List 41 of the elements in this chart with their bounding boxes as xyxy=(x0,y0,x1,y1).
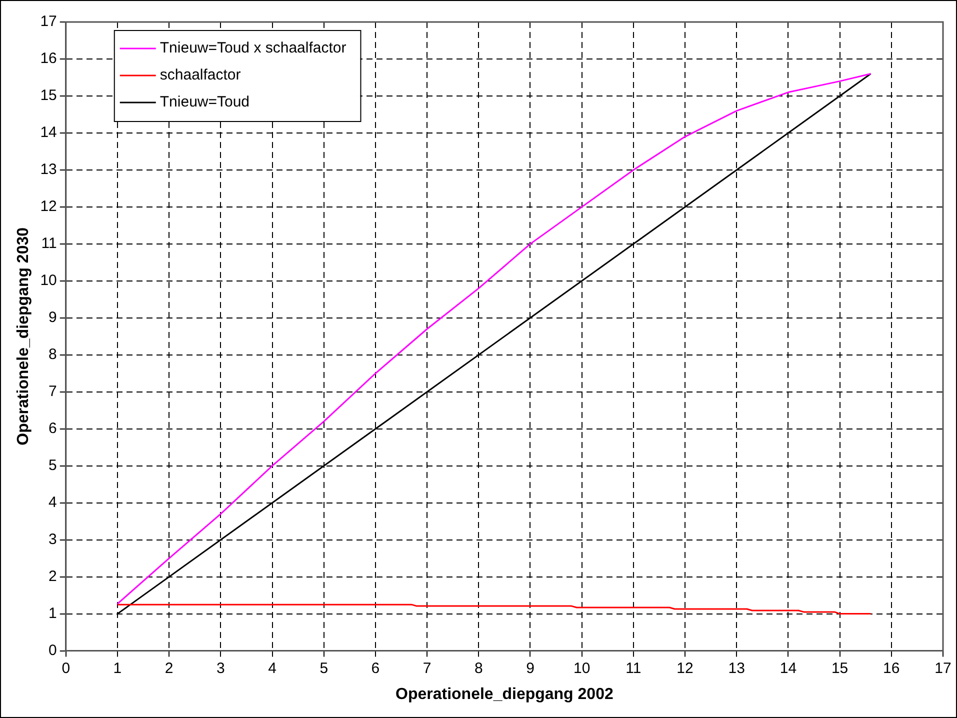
y-tick-label: 11 xyxy=(41,235,57,252)
y-tick-label: 8 xyxy=(48,346,57,364)
x-tick-label: 9 xyxy=(526,660,534,677)
x-tick-label: 14 xyxy=(780,660,797,677)
y-tick-label: 1 xyxy=(48,604,57,622)
x-tick-label: 0 xyxy=(62,660,70,677)
y-tick-label: 3 xyxy=(48,530,57,548)
x-tick-label: 7 xyxy=(422,660,432,677)
y-tick-label: 17 xyxy=(40,13,57,30)
x-tick-label: 4 xyxy=(268,660,276,677)
y-tick-label: 4 xyxy=(48,494,57,511)
y-tick-label: 5 xyxy=(48,457,57,474)
x-tick-label: 15 xyxy=(831,660,848,677)
y-axis-title: Operationele_diepgang 2030 xyxy=(15,227,32,446)
y-tick-label: 13 xyxy=(40,161,57,178)
x-tick-label: 12 xyxy=(676,660,694,677)
x-tick-label: 13 xyxy=(728,660,745,677)
x-tick-label: 2 xyxy=(164,660,174,677)
y-tick-label: 0 xyxy=(48,642,57,659)
y-tick-label: 16 xyxy=(40,50,57,68)
x-tick-label: 17 xyxy=(934,660,952,677)
legend-label: Tnieuw=Toud xyxy=(160,94,250,111)
x-tick-label: 8 xyxy=(474,660,483,677)
x-tick-label: 1 xyxy=(113,660,122,677)
y-tick-label: 7 xyxy=(48,383,57,400)
x-tick-label: 10 xyxy=(573,660,590,677)
y-tick-label: 10 xyxy=(40,272,57,290)
x-tick-label: 16 xyxy=(883,660,900,677)
x-tick-label: 5 xyxy=(320,660,328,677)
y-tick-label: 15 xyxy=(40,87,57,104)
x-tick-label: 11 xyxy=(626,660,642,677)
legend-label: schaalfactor xyxy=(160,66,241,84)
legend-label: Tnieuw=Toud x schaalfactor xyxy=(160,40,346,57)
y-tick-label: 14 xyxy=(40,124,57,142)
y-tick-label: 9 xyxy=(48,309,57,326)
y-tick-label: 2 xyxy=(48,568,57,585)
x-tick-label: 6 xyxy=(371,660,380,677)
y-tick-label: 12 xyxy=(40,198,57,216)
y-tick-label: 6 xyxy=(48,420,57,438)
x-tick-label: 3 xyxy=(216,660,225,677)
x-axis-title: Operationele_diepgang 2002 xyxy=(396,686,614,703)
